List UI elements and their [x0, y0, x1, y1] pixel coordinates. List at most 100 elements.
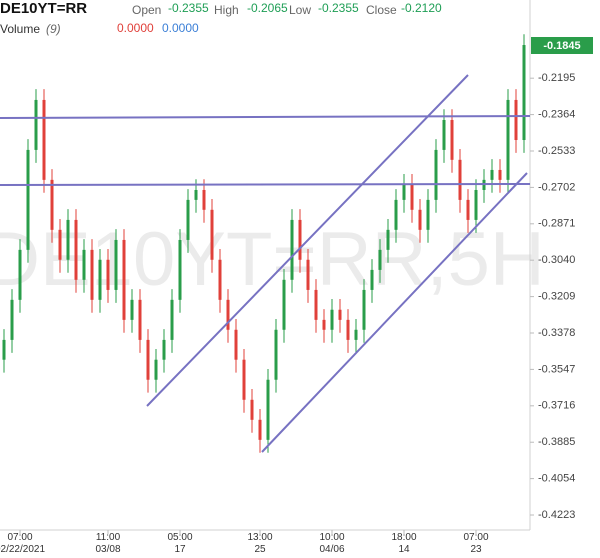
candle-body — [450, 119, 454, 160]
x-tick-label: 07:00 02/22/2021 — [0, 532, 46, 555]
candle-body — [490, 169, 494, 180]
candle-body — [306, 259, 310, 290]
candle-body — [58, 229, 62, 260]
candle-body — [386, 229, 390, 250]
legend-value: -0.2355 — [318, 1, 359, 15]
x-tick-label: 05:00 17 — [167, 532, 193, 555]
candle-body — [34, 99, 38, 150]
candle-body — [154, 359, 158, 380]
x-tick-label: 13:00 25 — [247, 532, 273, 555]
y-tick-label: -0.2533 — [538, 145, 575, 157]
x-tick-label: 18:00 14 — [391, 532, 417, 555]
horizontal-line — [0, 115, 531, 119]
candle-body — [242, 359, 246, 400]
candle-body — [290, 219, 294, 280]
candle-body — [218, 259, 222, 300]
candle-body — [378, 249, 382, 270]
candle-body — [10, 299, 14, 340]
legend-label: High — [214, 3, 239, 17]
last-price: -0.1845 — [543, 40, 580, 52]
candle-body — [170, 299, 174, 340]
candle-body — [522, 45, 526, 141]
trend-line — [261, 172, 528, 453]
candle-body — [402, 184, 406, 200]
candle-body — [210, 209, 214, 260]
candle-body — [410, 184, 414, 210]
candle-body — [266, 379, 270, 440]
candle-body — [26, 149, 30, 250]
candle-body — [178, 239, 182, 300]
x-tick-label: 10:00 04/06 — [319, 532, 345, 555]
candle-body — [122, 239, 126, 320]
legend-label: Close — [366, 3, 397, 17]
candle-body — [138, 299, 142, 340]
candle-body — [426, 199, 430, 230]
candle-body — [234, 329, 238, 360]
candle-body — [42, 99, 46, 180]
candle-body — [106, 259, 110, 290]
y-tick-label: -0.3716 — [538, 400, 575, 412]
candle-body — [162, 339, 166, 360]
legend-label: Low — [289, 3, 312, 17]
y-tick-label: -0.2702 — [538, 181, 575, 193]
candle-body — [146, 339, 150, 380]
candle-body — [314, 289, 318, 320]
watermark: DE10YT=RR,5H — [0, 217, 545, 302]
legend-value: -0.2065 — [247, 1, 288, 15]
candle-body — [66, 219, 70, 260]
candle-body — [514, 99, 518, 141]
candle-body — [466, 199, 470, 220]
candle-body — [474, 189, 478, 220]
candle-body — [74, 219, 78, 280]
candle-body — [226, 299, 230, 330]
x-tick-label: 11:00 03/08 — [95, 532, 121, 555]
candle-body — [258, 419, 262, 440]
candle-body — [434, 149, 438, 200]
candle-body — [2, 339, 6, 360]
y-tick-label: -0.4223 — [538, 509, 575, 521]
candle-body — [202, 189, 206, 210]
candle-body — [282, 279, 286, 330]
candle-body — [322, 319, 326, 330]
candle-body — [338, 309, 342, 320]
candle-body — [298, 219, 302, 260]
drawings — [0, 74, 531, 453]
candle-body — [50, 179, 54, 230]
candles — [2, 34, 526, 453]
x-tick-label: 07:00 23 — [463, 532, 489, 555]
candle-body — [362, 289, 366, 330]
horizontal-line — [0, 183, 531, 186]
candle-body — [130, 299, 134, 320]
legend-value: -0.2355 — [168, 1, 209, 15]
legend-value: -0.2120 — [401, 1, 442, 15]
y-tick-label: -0.3378 — [538, 327, 575, 339]
candle-body — [90, 249, 94, 300]
candle-body — [418, 209, 422, 230]
candle-body — [394, 199, 398, 230]
y-tick-label: -0.3885 — [538, 436, 575, 448]
candle-body — [18, 249, 22, 300]
candle-body — [458, 159, 462, 200]
legend-label: Open — [132, 3, 162, 17]
y-tick-label: -0.3209 — [538, 291, 575, 303]
candle-body — [346, 319, 350, 340]
candle-body — [330, 309, 334, 330]
y-tick-label: -0.2871 — [538, 218, 575, 230]
trend-line — [146, 74, 469, 407]
candle-body — [114, 239, 118, 290]
volume-label: Volume — [0, 22, 41, 36]
candle-body — [370, 269, 374, 290]
y-tick-label: -0.3547 — [538, 363, 575, 375]
candle-body — [194, 189, 198, 200]
volume-period: (9) — [46, 22, 61, 36]
symbol: DE10YT=RR — [0, 0, 88, 17]
y-tick-label: -0.3040 — [538, 254, 575, 266]
candle-body — [274, 329, 278, 380]
candle-body — [82, 249, 86, 280]
candle-body — [442, 119, 446, 150]
volume-value: 0.0000 — [162, 21, 199, 35]
y-tick-label: -0.2195 — [538, 72, 575, 84]
y-tick-label: -0.4054 — [538, 473, 575, 485]
candle-body — [498, 169, 502, 180]
